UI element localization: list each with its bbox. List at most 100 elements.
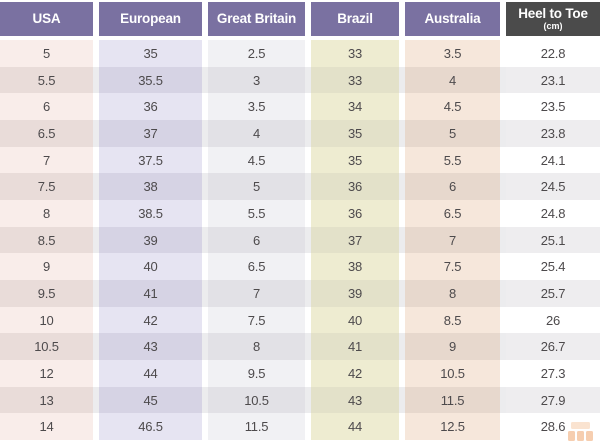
cell-heel-to-toe-row9: 25.4 bbox=[506, 253, 600, 281]
cell-heel-to-toe-row5: 24.1 bbox=[506, 146, 600, 174]
table-row: 5.5 35.5 3 33 4 23.1 bbox=[0, 66, 600, 94]
cell-great-britain-row3: 3.5 bbox=[208, 93, 305, 121]
cell-usa-row8: 8.5 bbox=[0, 226, 93, 254]
cell-brazil-row12: 41 bbox=[311, 333, 399, 361]
cell-brazil-row13: 42 bbox=[311, 360, 399, 387]
table-row: 9 40 6.5 38 7.5 25.4 bbox=[0, 253, 600, 281]
cell-heel-to-toe-row14: 27.9 bbox=[506, 386, 600, 414]
cell-australia-row8: 7 bbox=[405, 226, 500, 254]
cell-brazil-row5: 35 bbox=[311, 146, 399, 174]
cell-brazil-row4: 35 bbox=[311, 120, 399, 147]
watermark-block bbox=[568, 431, 575, 441]
column-header-label: Australia bbox=[424, 10, 481, 26]
cell-european-row4: 37 bbox=[99, 120, 202, 147]
cell-european-row11: 42 bbox=[99, 306, 202, 334]
cell-great-britain-row11: 7.5 bbox=[208, 306, 305, 334]
table-row: 7 37.5 4.5 35 5.5 24.1 bbox=[0, 146, 600, 174]
cell-usa-row14: 13 bbox=[0, 386, 93, 414]
cell-brazil-row9: 38 bbox=[311, 253, 399, 281]
cell-european-row8: 39 bbox=[99, 226, 202, 254]
cell-heel-to-toe-row1: 22.8 bbox=[506, 40, 600, 67]
table-row: 5 35 2.5 33 3.5 22.8 bbox=[0, 40, 600, 67]
table-row: 13 45 10.5 43 11.5 27.9 bbox=[0, 386, 600, 414]
watermark-block bbox=[577, 431, 584, 441]
cell-heel-to-toe-row4: 23.8 bbox=[506, 120, 600, 147]
cell-european-row6: 38 bbox=[99, 173, 202, 201]
cell-great-britain-row7: 5.5 bbox=[208, 200, 305, 227]
cell-usa-row11: 10 bbox=[0, 306, 93, 334]
cell-great-britain-row12: 8 bbox=[208, 333, 305, 361]
cell-australia-row6: 6 bbox=[405, 173, 500, 201]
table-body: 5 35 2.5 33 3.5 22.8 5.5 35.5 3 33 4 23.1 6 36 3.5 34 4.… bbox=[0, 40, 600, 441]
watermark-top-block bbox=[571, 422, 590, 429]
column-header-usa: USA bbox=[0, 2, 93, 36]
table-row: 10.5 43 8 41 9 26.7 bbox=[0, 333, 600, 361]
column-header-label: European bbox=[120, 10, 181, 26]
cell-usa-row7: 8 bbox=[0, 200, 93, 227]
table-row: 8 38.5 5.5 36 6.5 24.8 bbox=[0, 200, 600, 227]
column-header-unit: (cm) bbox=[543, 20, 563, 31]
table-row: 9.5 41 7 39 8 25.7 bbox=[0, 280, 600, 307]
cell-australia-row11: 8.5 bbox=[405, 306, 500, 334]
cell-usa-row13: 12 bbox=[0, 360, 93, 387]
cell-great-britain-row6: 5 bbox=[208, 173, 305, 201]
column-header-label: Great Britain bbox=[216, 10, 297, 26]
cell-european-row7: 38.5 bbox=[99, 200, 202, 227]
table-header-row: USA European Great Britain Brazil Australia H… bbox=[0, 2, 600, 36]
cell-great-britain-row4: 4 bbox=[208, 120, 305, 147]
watermark-logo-icon bbox=[568, 422, 593, 441]
cell-great-britain-row14: 10.5 bbox=[208, 386, 305, 414]
cell-australia-row7: 6.5 bbox=[405, 200, 500, 227]
cell-usa-row12: 10.5 bbox=[0, 333, 93, 361]
cell-european-row1: 35 bbox=[99, 40, 202, 67]
cell-european-row2: 35.5 bbox=[99, 66, 202, 94]
table-row: 12 44 9.5 42 10.5 27.3 bbox=[0, 360, 600, 387]
watermark-bottom-blocks bbox=[568, 431, 593, 441]
cell-great-britain-row5: 4.5 bbox=[208, 146, 305, 174]
column-header-label: USA bbox=[32, 10, 61, 26]
cell-brazil-row6: 36 bbox=[311, 173, 399, 201]
cell-great-britain-row15: 11.5 bbox=[208, 413, 305, 441]
cell-usa-row1: 5 bbox=[0, 40, 93, 67]
cell-heel-to-toe-row6: 24.5 bbox=[506, 173, 600, 201]
cell-usa-row6: 7.5 bbox=[0, 173, 93, 201]
cell-brazil-row1: 33 bbox=[311, 40, 399, 67]
cell-australia-row2: 4 bbox=[405, 66, 500, 94]
cell-european-row12: 43 bbox=[99, 333, 202, 361]
column-header-australia: Australia bbox=[405, 2, 500, 36]
cell-european-row13: 44 bbox=[99, 360, 202, 387]
cell-heel-to-toe-row12: 26.7 bbox=[506, 333, 600, 361]
cell-heel-to-toe-row13: 27.3 bbox=[506, 360, 600, 387]
cell-brazil-row10: 39 bbox=[311, 280, 399, 307]
cell-heel-to-toe-row2: 23.1 bbox=[506, 66, 600, 94]
cell-brazil-row8: 37 bbox=[311, 226, 399, 254]
column-header-european: European bbox=[99, 2, 202, 36]
cell-australia-row5: 5.5 bbox=[405, 146, 500, 174]
column-header-heel-to-toe: Heel to Toe (cm) bbox=[506, 2, 600, 36]
cell-usa-row9: 9 bbox=[0, 253, 93, 281]
column-header-label: Heel to Toe bbox=[518, 5, 588, 21]
cell-australia-row4: 5 bbox=[405, 120, 500, 147]
cell-australia-row13: 10.5 bbox=[405, 360, 500, 387]
cell-heel-to-toe-row11: 26 bbox=[506, 306, 600, 334]
cell-heel-to-toe-row8: 25.1 bbox=[506, 226, 600, 254]
table-row: 10 42 7.5 40 8.5 26 bbox=[0, 306, 600, 334]
cell-australia-row1: 3.5 bbox=[405, 40, 500, 67]
column-header-label: Brazil bbox=[337, 10, 373, 26]
cell-brazil-row11: 40 bbox=[311, 306, 399, 334]
table-row: 6 36 3.5 34 4.5 23.5 bbox=[0, 93, 600, 121]
cell-brazil-row15: 44 bbox=[311, 413, 399, 441]
cell-usa-row3: 6 bbox=[0, 93, 93, 121]
cell-european-row5: 37.5 bbox=[99, 146, 202, 174]
table-row: 8.5 39 6 37 7 25.1 bbox=[0, 226, 600, 254]
column-header-great-britain: Great Britain bbox=[208, 2, 305, 36]
cell-usa-row4: 6.5 bbox=[0, 120, 93, 147]
cell-brazil-row14: 43 bbox=[311, 386, 399, 414]
cell-european-row3: 36 bbox=[99, 93, 202, 121]
cell-australia-row14: 11.5 bbox=[405, 386, 500, 414]
column-header-brazil: Brazil bbox=[311, 2, 399, 36]
cell-usa-row15: 14 bbox=[0, 413, 93, 441]
cell-great-britain-row2: 3 bbox=[208, 66, 305, 94]
